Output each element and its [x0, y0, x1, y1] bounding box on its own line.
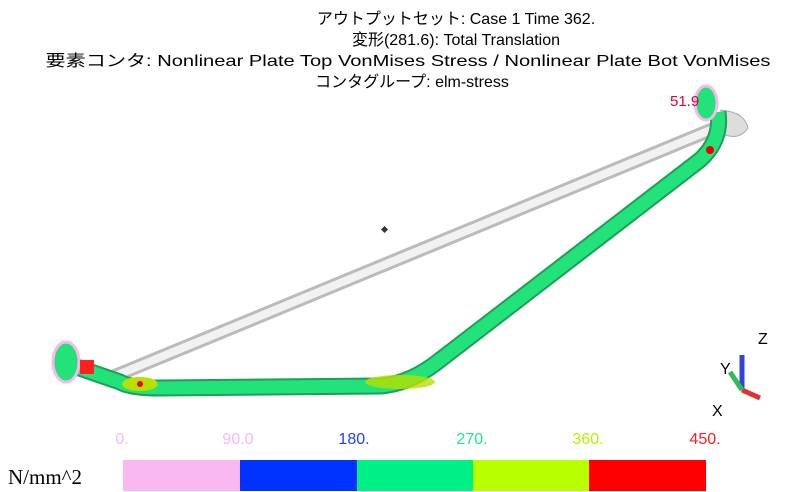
legend-unit: N/mm^2	[8, 465, 82, 489]
legend-band	[357, 460, 473, 491]
contour-patch	[706, 146, 714, 154]
axis-label: X	[712, 403, 723, 420]
axis-triad: Z Y X	[712, 331, 768, 420]
deformed-pipe	[62, 112, 719, 388]
contour-patch	[365, 375, 435, 389]
header-line: アウトプットセット: Case 1 Time 362.	[317, 10, 595, 28]
legend-band	[123, 460, 240, 491]
legend-tick: 90.0	[222, 431, 253, 448]
legend-band	[473, 460, 589, 491]
legend-tick: 270.	[456, 431, 487, 448]
undeformed-pipe-highlight	[110, 120, 735, 378]
header-line: コンタグループ: elm-stress	[315, 73, 509, 91]
node-marker	[381, 226, 388, 233]
header-line: 変形(281.6): Total Translation	[352, 31, 560, 49]
header-line: 要素コンタ: Nonlinear Plate Top VonMises Stre…	[46, 52, 771, 70]
model: 51.9	[53, 86, 748, 391]
legend: 0. 90.0 180. 270. 360. 450. N/mm^2	[8, 431, 721, 491]
viewport: アウトプットセット: Case 1 Time 362. 変形(281.6): T…	[0, 0, 786, 492]
legend-tick: 450.	[689, 431, 720, 448]
axis-label: Z	[758, 331, 768, 348]
legend-band	[240, 460, 357, 491]
max-label: 51.9	[670, 93, 699, 110]
pipe-end	[53, 342, 79, 382]
contour-patch	[80, 360, 94, 374]
x-axis	[742, 390, 760, 398]
legend-tick: 180.	[338, 431, 369, 448]
legend-band	[589, 460, 706, 491]
contour-patch	[137, 381, 143, 387]
legend-tick: 0.	[115, 431, 128, 448]
axis-label: Y	[720, 361, 731, 378]
deformed-pipe-edge	[62, 112, 719, 388]
legend-tick: 360.	[572, 431, 603, 448]
